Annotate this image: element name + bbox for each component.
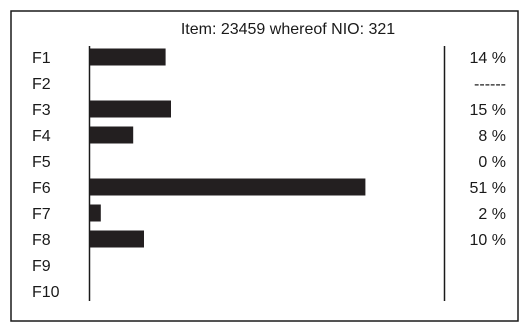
category-label-f10: F10 <box>32 284 60 301</box>
bar-f6 <box>90 178 366 196</box>
value-label-f2: ------ <box>474 76 506 93</box>
value-label-f6: 51 % <box>470 180 506 197</box>
bar-f7 <box>90 204 101 222</box>
value-label-f5: 0 % <box>478 154 506 171</box>
bar-f3 <box>90 100 171 118</box>
bar-f8 <box>90 230 144 248</box>
category-label-f9: F9 <box>32 258 51 275</box>
value-label-f1: 14 % <box>470 50 506 67</box>
category-label-f1: F1 <box>32 50 51 67</box>
category-label-f4: F4 <box>32 128 51 145</box>
bar-f4 <box>90 126 134 144</box>
category-label-f8: F8 <box>32 232 51 249</box>
value-labels: 14 % ------ 15 % 8 % 0 % 51 % 2 % 10 % <box>470 50 506 249</box>
category-label-f6: F6 <box>32 180 51 197</box>
value-label-f8: 10 % <box>470 232 506 249</box>
category-label-f7: F7 <box>32 206 51 223</box>
value-label-f4: 8 % <box>478 128 506 145</box>
value-label-f3: 15 % <box>470 102 506 119</box>
bars <box>90 48 366 248</box>
category-label-f3: F3 <box>32 102 51 119</box>
chart-frame <box>10 10 519 322</box>
category-label-f2: F2 <box>32 76 51 93</box>
chart-title: Item: 23459 whereof NIO: 321 <box>181 21 395 38</box>
category-labels: F1 F2 F3 F4 F5 F6 F7 F8 F9 F10 <box>32 50 60 301</box>
category-label-f5: F5 <box>32 154 51 171</box>
bar-f1 <box>90 48 166 66</box>
value-label-f7: 2 % <box>478 206 506 223</box>
